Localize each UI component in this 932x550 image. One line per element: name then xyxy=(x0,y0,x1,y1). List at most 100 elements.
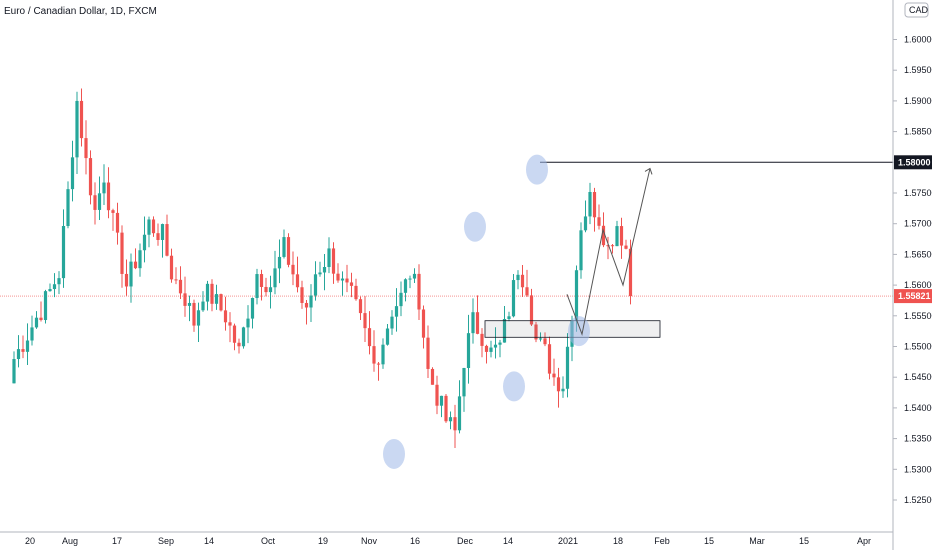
candle xyxy=(601,212,606,248)
candle xyxy=(466,314,471,384)
price-tick-label: 1.54000 xyxy=(904,403,932,413)
chart-drawings xyxy=(383,154,893,469)
candle xyxy=(84,120,88,175)
candle xyxy=(160,223,165,258)
candle-series xyxy=(12,88,633,449)
time-tick-label: 15 xyxy=(799,536,809,546)
candle xyxy=(255,268,259,305)
time-tick-label: 14 xyxy=(503,536,513,546)
candle xyxy=(417,264,421,320)
candle xyxy=(336,263,340,283)
candle xyxy=(412,268,417,284)
time-tick-label: Nov xyxy=(361,536,378,546)
candle xyxy=(327,237,331,274)
highlight-marker[interactable] xyxy=(464,211,486,242)
price-tick-label: 1.55500 xyxy=(904,311,932,321)
candle xyxy=(39,301,43,322)
price-tick-label: 1.56000 xyxy=(904,280,932,290)
price-tick-label: 1.56500 xyxy=(904,249,932,259)
projected-path[interactable] xyxy=(566,168,651,337)
candle xyxy=(318,261,322,277)
candle xyxy=(345,264,349,293)
time-tick-label: Apr xyxy=(857,536,871,546)
candle xyxy=(277,239,282,284)
candle xyxy=(426,325,430,379)
price-tick-label: 1.59000 xyxy=(904,96,932,106)
highlight-marker[interactable] xyxy=(383,438,405,469)
candle xyxy=(169,248,174,283)
candle xyxy=(183,276,187,317)
price-tick-label: 1.54500 xyxy=(904,372,932,382)
price-tick-label: 1.52500 xyxy=(904,495,932,505)
candle xyxy=(250,297,255,329)
candle xyxy=(475,295,480,335)
candle xyxy=(543,332,547,347)
candle xyxy=(448,411,453,430)
price-tick-label: 1.57500 xyxy=(904,188,932,198)
candle xyxy=(12,351,16,384)
candle xyxy=(259,269,264,301)
time-tick-label: 20 xyxy=(25,536,35,546)
candle xyxy=(340,271,345,296)
price-tick-label: 1.59500 xyxy=(904,65,932,75)
price-tick-label: 1.57000 xyxy=(904,219,932,229)
candle xyxy=(66,181,70,229)
candle xyxy=(223,296,228,331)
candle xyxy=(151,216,156,237)
candle xyxy=(498,339,502,358)
candle xyxy=(534,321,538,343)
chart-header: Euro / Canadian Dollar, 1D, FXCM xyxy=(4,6,157,17)
candle xyxy=(120,225,124,288)
candle xyxy=(547,336,552,380)
candle xyxy=(385,324,390,346)
candle xyxy=(282,229,286,259)
resistance-label: 1.58000 xyxy=(898,157,931,167)
candle xyxy=(331,242,336,284)
candle xyxy=(106,167,111,219)
candle xyxy=(480,328,484,358)
highlight-marker[interactable] xyxy=(526,154,548,185)
candle xyxy=(48,283,52,292)
price-axis: 1.60000 1.59500 1.59000 1.58500 1.58000 1.575… xyxy=(892,0,932,550)
candle xyxy=(75,91,79,175)
candle xyxy=(484,344,489,364)
candle xyxy=(142,216,147,263)
candle xyxy=(205,280,210,311)
candle xyxy=(354,278,358,301)
candle xyxy=(403,278,408,302)
chart-title: Euro / Canadian Dollar, 1D, FXCM xyxy=(4,6,157,17)
candle xyxy=(313,261,318,301)
candle xyxy=(25,323,30,366)
candle xyxy=(592,187,597,232)
highlight-marker[interactable] xyxy=(568,316,590,347)
time-tick-label: Aug xyxy=(62,536,78,546)
candle xyxy=(43,289,48,324)
time-tick-label: Sep xyxy=(158,536,174,546)
candle xyxy=(502,305,507,343)
candle xyxy=(408,275,412,289)
candle xyxy=(309,284,313,323)
currency-badge[interactable] xyxy=(904,2,929,18)
candle xyxy=(210,279,214,312)
candle xyxy=(489,340,493,358)
candle xyxy=(129,253,133,303)
candle xyxy=(138,243,142,277)
candle xyxy=(88,150,93,205)
candle xyxy=(93,182,97,225)
time-tick-label: Oct xyxy=(261,536,276,546)
candle xyxy=(237,338,241,354)
candle xyxy=(268,275,273,309)
candle xyxy=(133,248,138,270)
candle xyxy=(79,88,84,147)
candle xyxy=(70,140,75,202)
candle xyxy=(34,311,39,329)
time-axis: 20 Aug 17 Sep 14 Oct 19 Nov 16 Dec 14 2021 18 Feb 15 Ma… xyxy=(0,531,893,546)
highlight-marker[interactable] xyxy=(503,371,525,402)
candle xyxy=(579,222,583,279)
candle xyxy=(178,266,183,299)
candle xyxy=(111,208,115,231)
current-price-label: 1.55821 xyxy=(898,291,931,301)
candle xyxy=(102,164,106,206)
candle xyxy=(291,251,295,286)
